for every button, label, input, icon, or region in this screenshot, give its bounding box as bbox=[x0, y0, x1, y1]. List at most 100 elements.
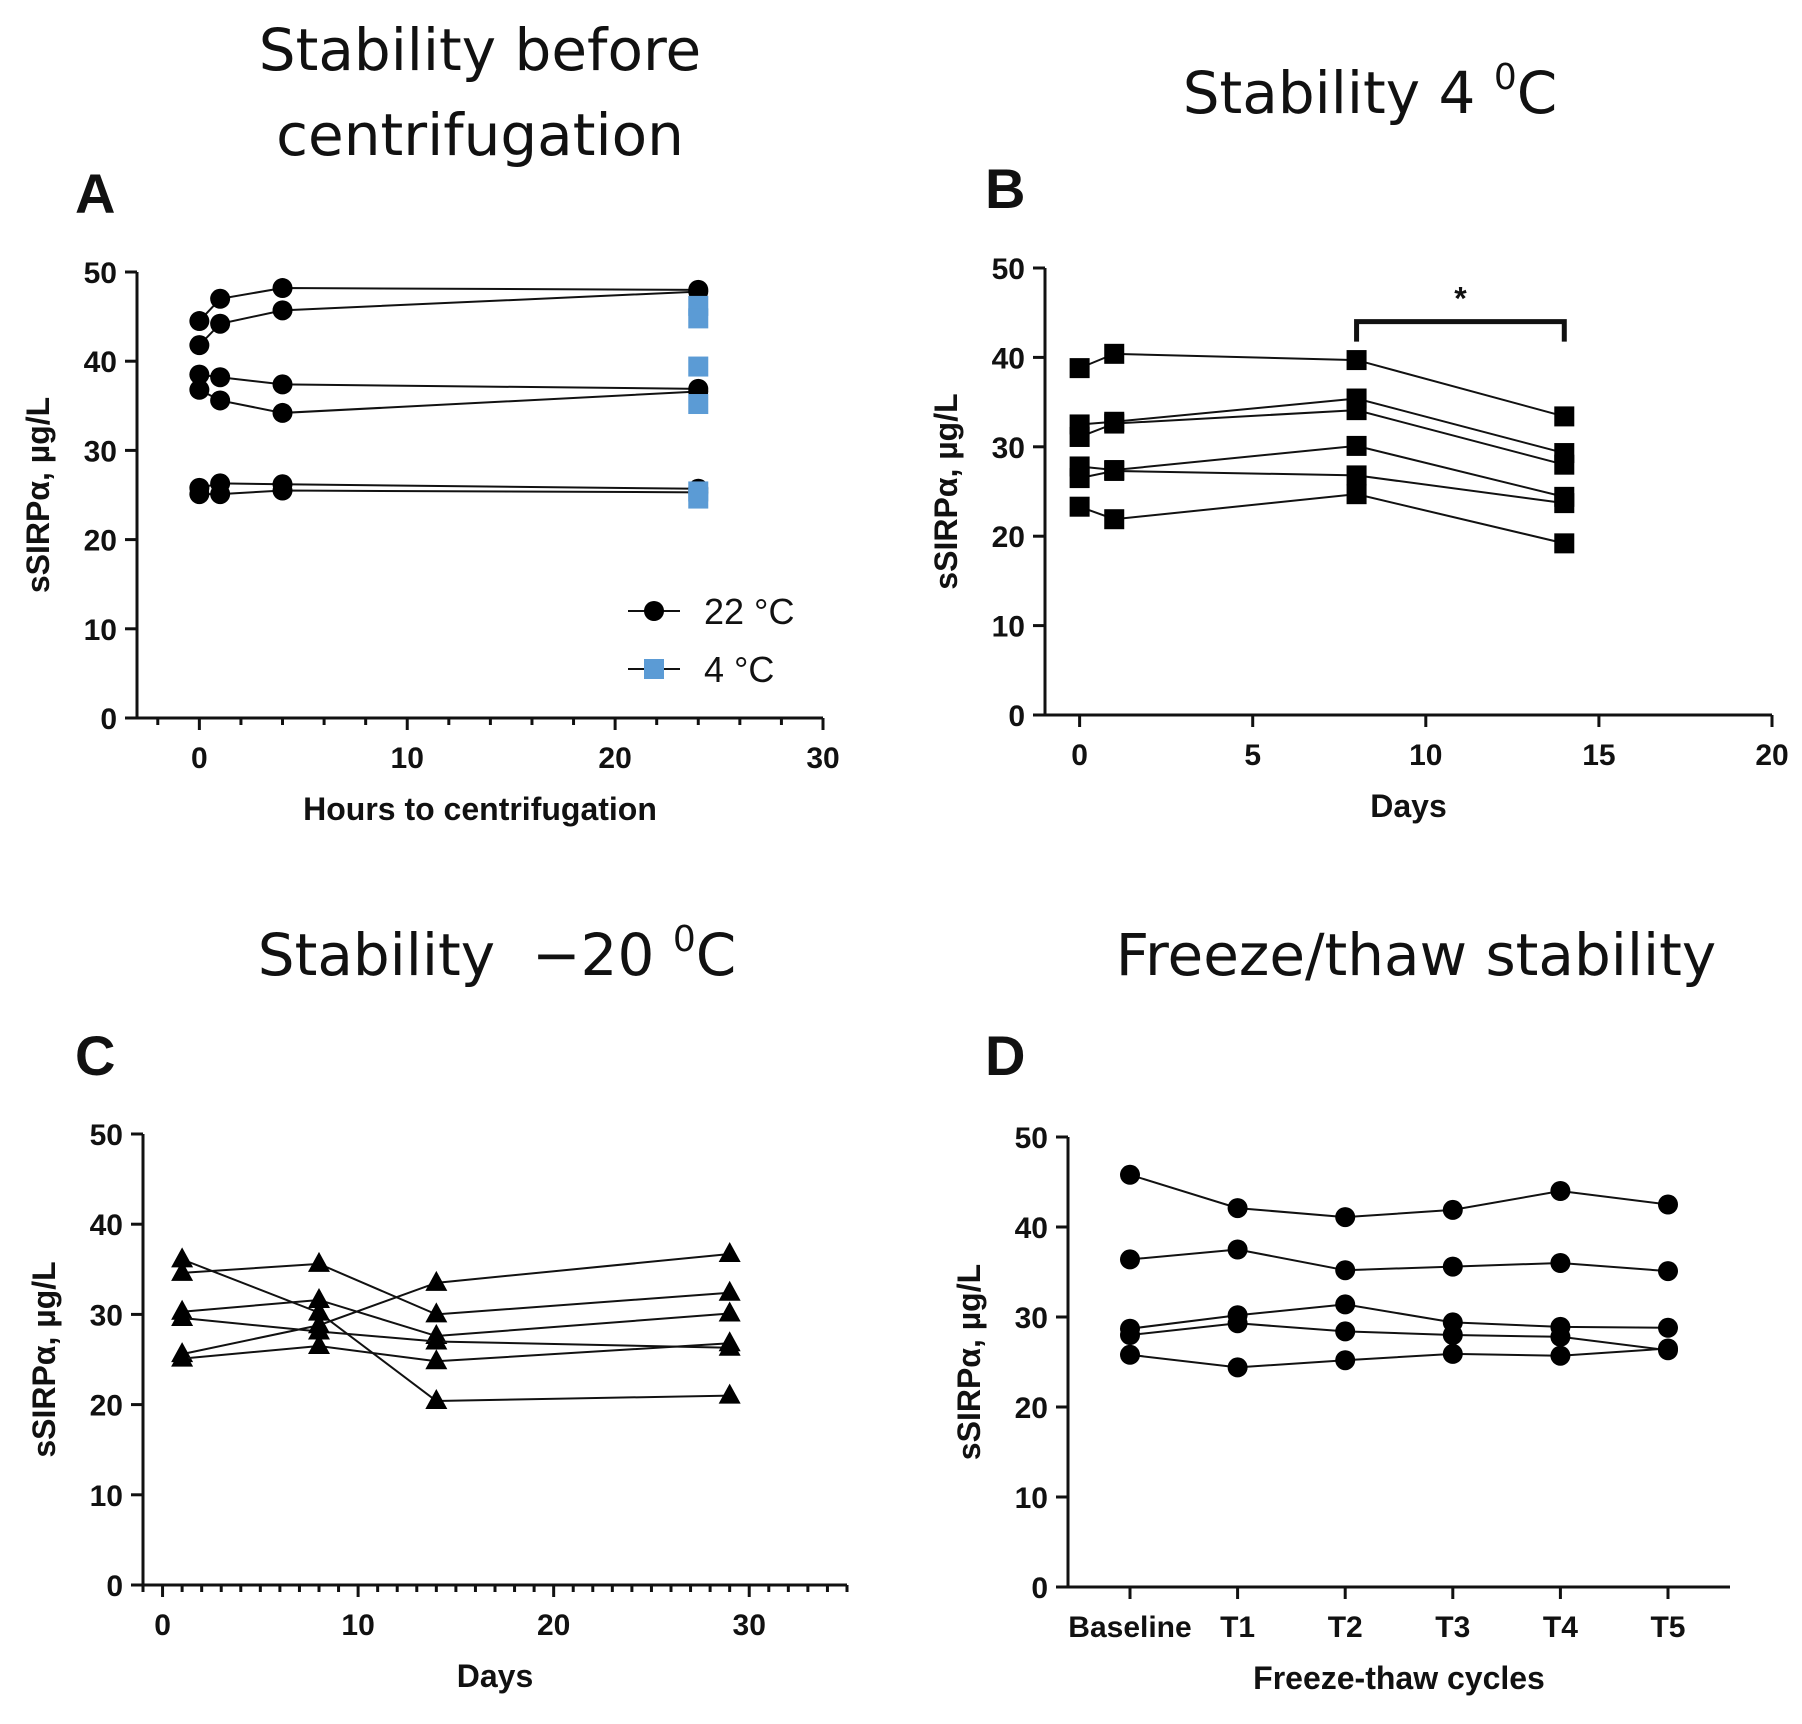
panel-d-data-point bbox=[1120, 1344, 1140, 1365]
panel-b-plot: 0 10 20 30 40 50 0 5 10 15 20 Days sSIRPα, µg/L * bbox=[928, 253, 1789, 824]
panel-b-data-point bbox=[1104, 509, 1125, 530]
panel-c-data-point bbox=[425, 1329, 448, 1350]
panel-b-y-tick-label: 40 bbox=[992, 342, 1025, 375]
panel-c-data-point bbox=[425, 1388, 448, 1409]
panel-d-data-point bbox=[1442, 1325, 1463, 1345]
panel-c-y-tick-label: 20 bbox=[90, 1390, 123, 1423]
panel-b-data-point bbox=[1069, 468, 1090, 489]
panel-b-data-point bbox=[1554, 454, 1575, 475]
panel-c-title-tail: C bbox=[696, 921, 737, 989]
panel-letter-a: A bbox=[75, 162, 115, 225]
panel-b-series-line bbox=[1079, 469, 1565, 505]
panel-a-data-point bbox=[272, 480, 293, 501]
panel-c-data-point bbox=[718, 1280, 741, 1301]
panel-c-y-tick-label: 40 bbox=[90, 1209, 123, 1242]
panel-a-data-point bbox=[210, 390, 231, 411]
panel-c-data-point bbox=[308, 1251, 330, 1272]
panel-c-data-point bbox=[718, 1331, 741, 1352]
panel-letter-b: B bbox=[985, 157, 1025, 220]
panel-d-data-point bbox=[1227, 1198, 1248, 1219]
panel-a-x-tick-label: 0 bbox=[191, 742, 208, 775]
panel-b-data-point bbox=[1104, 413, 1125, 434]
panel-b-y-tick-label: 30 bbox=[992, 432, 1025, 465]
panel-d-data-point bbox=[1335, 1207, 1356, 1228]
panel-c-data-point bbox=[718, 1241, 741, 1262]
panel-a-series-line bbox=[199, 373, 699, 390]
panel-b-title-tail: C bbox=[1517, 59, 1558, 127]
panel-b-significance-label: * bbox=[1454, 281, 1467, 317]
panel-c-data-point bbox=[425, 1270, 448, 1291]
panel-b-x-tick-label: 20 bbox=[1755, 739, 1788, 772]
panel-c-data-point bbox=[171, 1260, 194, 1281]
panel-b-data-point bbox=[1069, 358, 1090, 379]
panel-d-x-axis-label: Freeze-thaw cycles bbox=[1253, 1660, 1545, 1696]
panel-b-data-point bbox=[1346, 400, 1367, 421]
panel-d-x-tick-label: T4 bbox=[1543, 1611, 1578, 1644]
panel-c-y-tick-label: 0 bbox=[106, 1570, 123, 1603]
panel-d-y-tick-label: 0 bbox=[1031, 1572, 1048, 1605]
panel-d-plot: 0 10 20 30 40 50 Baseline T1 T2 T3 T4 T5 Freeze-thaw… bbox=[951, 1122, 1730, 1696]
panel-d-series-line bbox=[1129, 1347, 1669, 1369]
panel-c-y-tick-label: 50 bbox=[90, 1119, 123, 1152]
panel-b-x-tick-label: 15 bbox=[1582, 739, 1615, 772]
panel-b-title-sup: 0 bbox=[1494, 57, 1517, 98]
panel-a-x-tick-label: 30 bbox=[806, 742, 839, 775]
panel-a-y-tick-label: 50 bbox=[84, 257, 117, 290]
panel-d-data-point bbox=[1658, 1317, 1678, 1338]
panel-d-data-point bbox=[1120, 1249, 1140, 1270]
panel-d-y-tick-label: 10 bbox=[1015, 1482, 1048, 1515]
panel-d-series-line bbox=[1129, 1322, 1669, 1352]
panel-c-data-point bbox=[308, 1287, 330, 1308]
panel-b-data-point bbox=[1346, 484, 1367, 505]
panel-c-y-tick-label: 30 bbox=[90, 1299, 123, 1332]
panel-d-x-tick-label: T2 bbox=[1328, 1611, 1363, 1644]
panel-a-data-point bbox=[272, 402, 293, 423]
panel-c-y-axis-label: sSIRPα, µg/L bbox=[26, 1261, 62, 1457]
panel-d-data-point bbox=[1335, 1350, 1356, 1371]
panel-d-series-line bbox=[1129, 1303, 1669, 1330]
panel-b-data-point bbox=[1554, 493, 1575, 514]
panel-b-x-axis-label: Days bbox=[1370, 788, 1447, 824]
panel-d-series-line bbox=[1129, 1173, 1669, 1219]
panel-d-data-point bbox=[1550, 1253, 1571, 1273]
panel-d-data-point bbox=[1550, 1181, 1571, 1201]
panel-b-data-point bbox=[1104, 460, 1125, 481]
panel-d-data-point bbox=[1550, 1326, 1571, 1347]
panel-d-x-tick-label: Baseline bbox=[1068, 1611, 1191, 1644]
panel-a-data-point bbox=[189, 335, 210, 356]
panel-a-y-axis-label: sSIRPα, µg/L bbox=[20, 397, 56, 593]
panel-a-plot: 0 10 20 30 40 50 0 10 20 30 Hours to centrifugatio… bbox=[20, 257, 840, 827]
panel-c-series-line bbox=[182, 1298, 730, 1338]
panel-b-x-tick-label: 0 bbox=[1071, 739, 1088, 772]
panel-b-x-tick-label: 5 bbox=[1244, 739, 1261, 772]
panel-d-data-point bbox=[1335, 1260, 1356, 1281]
panel-b-title-main: Stability 4 bbox=[1183, 59, 1494, 127]
panel-c-series-line bbox=[182, 1262, 730, 1316]
panel-a-data-point bbox=[189, 484, 210, 505]
panel-d-data-point bbox=[1442, 1199, 1463, 1220]
panel-b-y-tick-label: 0 bbox=[1008, 700, 1025, 733]
panel-b-data-point bbox=[1346, 350, 1367, 371]
panel-c-title: Stability −20 0C bbox=[258, 919, 736, 989]
panel-a-y-tick-label: 10 bbox=[84, 614, 117, 647]
panel-d-data-point bbox=[1550, 1345, 1571, 1366]
panel-c-data-point bbox=[308, 1333, 330, 1354]
panel-d-y-tick-label: 20 bbox=[1015, 1392, 1048, 1425]
panel-a-data-point bbox=[189, 364, 210, 385]
panel-c-x-axis-label: Days bbox=[457, 1658, 534, 1694]
panel-a-series-line bbox=[198, 290, 699, 346]
panel-a-data-point bbox=[272, 278, 293, 299]
panel-c-data-point bbox=[171, 1247, 194, 1268]
panel-d-data-point bbox=[1442, 1343, 1463, 1364]
panel-c-data-point bbox=[425, 1349, 448, 1370]
panel-a-series-line bbox=[198, 287, 699, 322]
panel-b-x-tick-label: 10 bbox=[1409, 739, 1442, 772]
panel-b-y-axis-label: sSIRPα, µg/L bbox=[928, 393, 964, 589]
panel-b-data-point bbox=[1104, 343, 1125, 364]
panel-a-data-point bbox=[189, 379, 210, 400]
panel-d-data-point bbox=[1227, 1313, 1248, 1334]
panel-a-series-line bbox=[199, 482, 699, 490]
panel-b-y-tick-label: 50 bbox=[992, 253, 1025, 286]
